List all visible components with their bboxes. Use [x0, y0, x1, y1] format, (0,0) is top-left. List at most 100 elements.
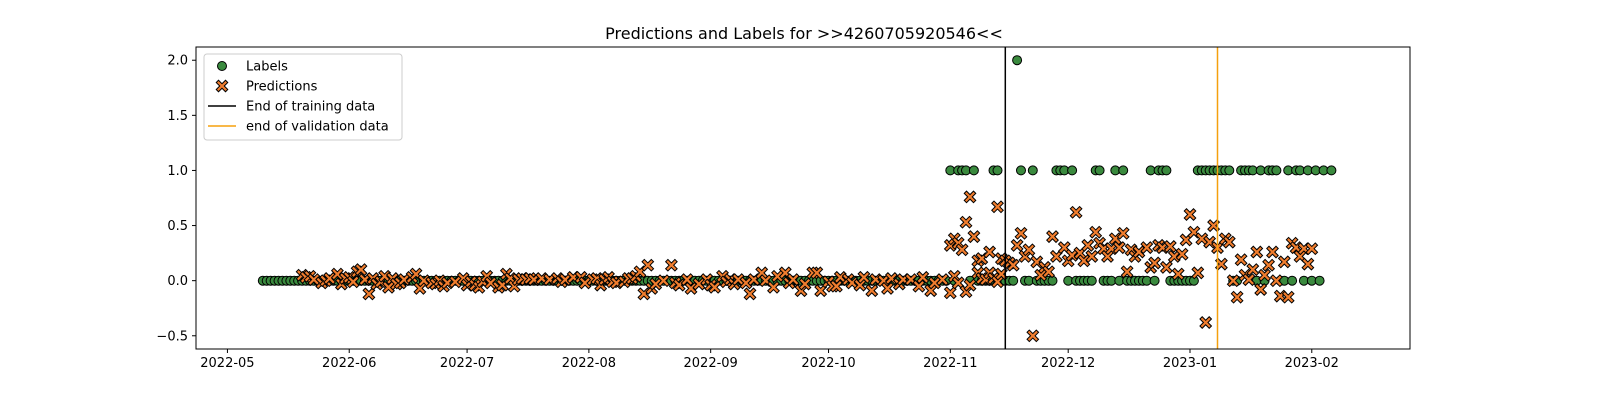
- prediction-point: [1305, 242, 1319, 256]
- prediction-point: [1175, 247, 1189, 261]
- label-point: [1016, 165, 1026, 176]
- prediction-point: [484, 276, 498, 290]
- prediction-point: [991, 275, 1004, 289]
- label-point: [1271, 165, 1282, 176]
- prediction-point: [649, 277, 663, 291]
- x-tick-label: 2022-12: [1041, 356, 1095, 371]
- x-tick-label: 2023-01: [1163, 356, 1217, 371]
- legend-labels-marker: [217, 61, 227, 71]
- prediction-point: [1222, 235, 1236, 249]
- prediction-point: [912, 279, 926, 293]
- x-tick-label: 2022-05: [200, 356, 254, 371]
- x-tick-label: 2022-11: [923, 356, 977, 371]
- prediction-point: [1301, 257, 1315, 271]
- x-axis: 2022-05 2022-06 2022-07 2022-08 2022-09 2022-…: [200, 349, 1339, 371]
- x-tick-label: 2022-10: [801, 356, 855, 371]
- prediction-point: [810, 266, 824, 280]
- prediction-point: [657, 274, 670, 288]
- prediction-point: [1179, 233, 1193, 247]
- prediction-point: [896, 273, 910, 287]
- prediction-point: [1085, 249, 1099, 263]
- label-point: [1012, 55, 1023, 66]
- prediction-point: [786, 273, 800, 287]
- prediction-point: [1269, 274, 1283, 288]
- prediction-point: [1293, 249, 1307, 263]
- prediction-point: [1214, 257, 1228, 271]
- predictions-series: [295, 190, 1319, 343]
- label-point: [1094, 165, 1105, 176]
- prediction-point: [354, 263, 368, 277]
- prediction-point: [1242, 273, 1256, 287]
- prediction-point: [558, 273, 572, 287]
- prediction-point: [1026, 329, 1040, 343]
- prediction-point: [916, 270, 930, 284]
- prediction-point: [1042, 265, 1056, 279]
- label-point: [1118, 165, 1129, 176]
- prediction-point: [323, 272, 337, 285]
- label-point: [1067, 165, 1078, 176]
- prediction-point: [743, 287, 757, 301]
- prediction-point: [1167, 249, 1181, 263]
- prediction-point: [877, 274, 890, 288]
- prediction-point: [378, 269, 392, 283]
- y-tick-label: 2.0: [167, 54, 188, 69]
- prediction-point: [1159, 260, 1173, 274]
- prediction-point: [413, 281, 427, 295]
- prediction-point: [1262, 258, 1276, 272]
- prediction-point: [1112, 241, 1126, 255]
- prediction-point: [417, 274, 431, 288]
- prediction-point: [1171, 267, 1185, 281]
- prediction-point: [382, 280, 395, 294]
- label-point: [1314, 275, 1325, 286]
- prediction-point: [1148, 256, 1162, 270]
- legend-box: [203, 53, 403, 141]
- prediction-point: [881, 281, 894, 295]
- prediction-point: [1226, 274, 1240, 288]
- y-tick-label: 1.5: [167, 109, 188, 124]
- legend-val-end-text: end of validation data: [246, 120, 389, 135]
- prediction-point: [963, 278, 977, 292]
- label-point: [1287, 275, 1298, 286]
- prediction-point: [609, 276, 623, 290]
- prediction-point: [1250, 245, 1264, 259]
- prediction-point: [1297, 242, 1311, 256]
- y-tick-label: 0.0: [167, 274, 188, 289]
- prediction-point: [578, 276, 592, 290]
- plot-frame: [195, 46, 1411, 350]
- prediction-point: [857, 270, 871, 284]
- prediction-point: [814, 284, 828, 298]
- prediction-point: [943, 286, 957, 300]
- reference-lines: [1004, 47, 1219, 349]
- prediction-point: [346, 275, 360, 289]
- prediction-point: [1116, 226, 1130, 240]
- label-point: [1008, 275, 1019, 286]
- label-point: [1326, 165, 1337, 176]
- prediction-point: [566, 270, 580, 284]
- label-point: [1086, 275, 1097, 286]
- prediction-point: [1010, 238, 1024, 252]
- label-point: [1224, 165, 1235, 176]
- prediction-point: [362, 287, 376, 301]
- prediction-point: [963, 190, 977, 204]
- label-point: [1149, 275, 1160, 286]
- prediction-point: [731, 273, 745, 287]
- x-tick-label: 2022-06: [322, 356, 376, 371]
- legend-predictions-marker-fill: [216, 80, 228, 92]
- prediction-point: [1163, 240, 1177, 253]
- prediction-point: [1097, 242, 1111, 256]
- prediction-point: [1230, 290, 1244, 304]
- prediction-point: [1065, 248, 1079, 262]
- prediction-point: [955, 243, 969, 257]
- prediction-point: [1277, 255, 1291, 269]
- prediction-point: [853, 278, 867, 292]
- prediction-point: [1077, 254, 1091, 268]
- prediction-point: [708, 280, 722, 294]
- prediction-point: [664, 258, 678, 272]
- prediction-point: [1073, 246, 1087, 260]
- prediction-point: [1006, 258, 1020, 272]
- legend-train-end-text: End of training data: [246, 100, 375, 115]
- prediction-point: [1132, 245, 1146, 259]
- prediction-point: [307, 273, 321, 287]
